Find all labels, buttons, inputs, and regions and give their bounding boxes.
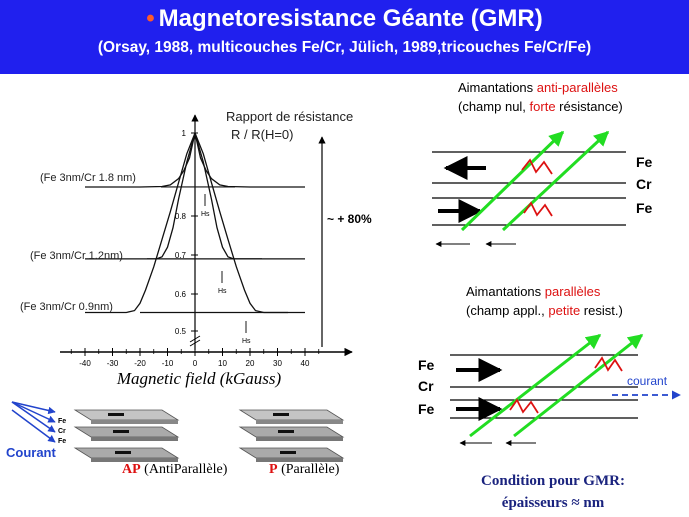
title-text: Magnetoresistance Géante (GMR)	[158, 5, 543, 32]
anti-parallel-panel: Aimantations anti-parallèles (champ nul,…	[432, 80, 653, 247]
increase-annotation: ~ + 80%	[327, 212, 372, 226]
x-tick-label: 30	[273, 359, 282, 368]
series-label: (Fe 3nm/Cr 1.8 nm)	[40, 172, 136, 184]
x-tick-label: -40	[79, 359, 91, 368]
chart-subtitle: R / R(H=0)	[231, 127, 293, 142]
title-bullet: •	[146, 5, 155, 32]
current-arrow	[11, 401, 56, 415]
plate-stack-p	[238, 409, 345, 441]
data-series: (Fe 3nm/Cr 1.8 nm) (Fe 3nm/Cr 1.2nm) (Fe 3…	[20, 130, 305, 314]
para-subtitle-highlight: petite	[548, 303, 580, 318]
axis-break-mark	[189, 335, 201, 347]
p-abbr: P	[269, 462, 278, 477]
layer-label-fe: Fe	[636, 200, 653, 216]
electron-path	[469, 333, 602, 438]
condition-line1: Condition pour GMR:	[481, 473, 625, 489]
parallel-panel: Aimantations parallèles (champ appl., pe…	[418, 284, 681, 446]
y-tick-label: 1	[182, 129, 187, 138]
x-tick-label: 10	[218, 359, 227, 368]
anti-subtitle-text: (champ nul,	[458, 99, 530, 114]
current-arrow	[11, 401, 56, 433]
layer-label-cr: Cr	[418, 378, 434, 394]
anti-title-text: Aimantations	[458, 80, 537, 95]
series-label: (Fe 3nm/Cr 1.2nm)	[30, 250, 123, 262]
current-label: courant	[627, 374, 668, 388]
anti-title-highlight: anti-parallèles	[537, 80, 618, 95]
x-tick-label: 0	[193, 359, 198, 368]
anti-subtitle-highlight: forte	[530, 99, 556, 114]
plate-stack-ap	[73, 409, 180, 441]
x-tick-label: 20	[246, 359, 255, 368]
para-title-text: Aimantations	[466, 284, 545, 299]
y-tick-label: 0.7	[175, 251, 187, 260]
scattering-squiggle	[523, 201, 553, 217]
series-label: (Fe 3nm/Cr 0.9nm)	[20, 301, 113, 313]
anti-title-line2: (champ nul, forte résistance)	[458, 99, 623, 114]
anti-title-line1: Aimantations anti-parallèles	[458, 80, 618, 95]
ap-text: (AntiParallèle)	[141, 462, 228, 477]
ap-legend: AP (AntiParallèle)	[122, 462, 228, 477]
x-tick-label: 40	[301, 359, 310, 368]
hs-marker-label: Hs	[201, 211, 210, 218]
chart-title: Rapport de résistance	[226, 109, 353, 124]
p-text: (Parallèle)	[278, 462, 340, 477]
hs-markers: Hs Hs Hs	[201, 194, 251, 345]
p-legend: P (Parallèle)	[269, 462, 340, 477]
condition-line2: épaisseurs ≈ nm	[502, 495, 605, 511]
anti-subtitle-end: résistance)	[556, 99, 623, 114]
x-tick-label: -10	[162, 359, 174, 368]
slide-title: • Magnetoresistance Géante (GMR)	[0, 5, 689, 33]
electron-path	[501, 130, 610, 232]
ap-abbr: AP	[122, 462, 141, 477]
para-title-line1: Aimantations parallèles	[466, 284, 601, 299]
current-diagram: Fe Cr Fe Courant	[6, 401, 66, 460]
y-tick-label: 0.6	[175, 290, 187, 299]
stack-label-fe: Fe	[58, 438, 66, 445]
plate-stack-ap	[73, 447, 180, 462]
y-tick-label: 0.8	[175, 212, 187, 221]
electron-path	[460, 130, 565, 232]
hs-marker-label: Hs	[242, 338, 251, 345]
series-line	[85, 131, 305, 314]
layer-label-fe: Fe	[418, 357, 435, 373]
layer-label-fe: Fe	[636, 154, 653, 170]
scattering-squiggle	[509, 398, 539, 414]
courant-label: Courant	[6, 445, 57, 460]
para-subtitle-end: resist.)	[580, 303, 623, 318]
stack-label-fe: Fe	[58, 418, 66, 425]
multilayer-plates	[73, 409, 345, 462]
layer-label-fe: Fe	[418, 401, 435, 417]
para-title-highlight: parallèles	[545, 284, 601, 299]
x-axis-title: Magnetic field (kGauss)	[116, 369, 282, 388]
hs-marker-label: Hs	[218, 288, 227, 295]
electron-path	[513, 333, 644, 438]
slide-subtitle: (Orsay, 1988, multicouches Fe/Cr, Jülich…	[97, 39, 592, 56]
plate-stack-p	[238, 447, 345, 462]
para-title-line2: (champ appl., petite resist.)	[466, 303, 623, 318]
gmr-chart: -40 -30 -20 -10 0 10 20 30 40 0.5 0.6 0.7 0.8 1 (Fe …	[20, 109, 372, 388]
scattering-squiggle	[594, 356, 623, 372]
x-ticks: -40 -30 -20 -10 0 10 20 30 40	[70, 348, 320, 368]
current-arrow	[11, 401, 56, 423]
x-tick-label: -30	[107, 359, 119, 368]
layer-label-cr: Cr	[636, 176, 652, 192]
stack-label-cr: Cr	[58, 428, 66, 435]
para-subtitle-text: (champ appl.,	[466, 303, 548, 318]
scattering-squiggle	[521, 158, 553, 175]
current-arrow	[11, 409, 56, 443]
x-tick-label: -20	[134, 359, 146, 368]
y-tick-label: 0.5	[175, 327, 187, 336]
title-banner: • Magnetoresistance Géante (GMR) (Orsay, …	[0, 0, 689, 74]
